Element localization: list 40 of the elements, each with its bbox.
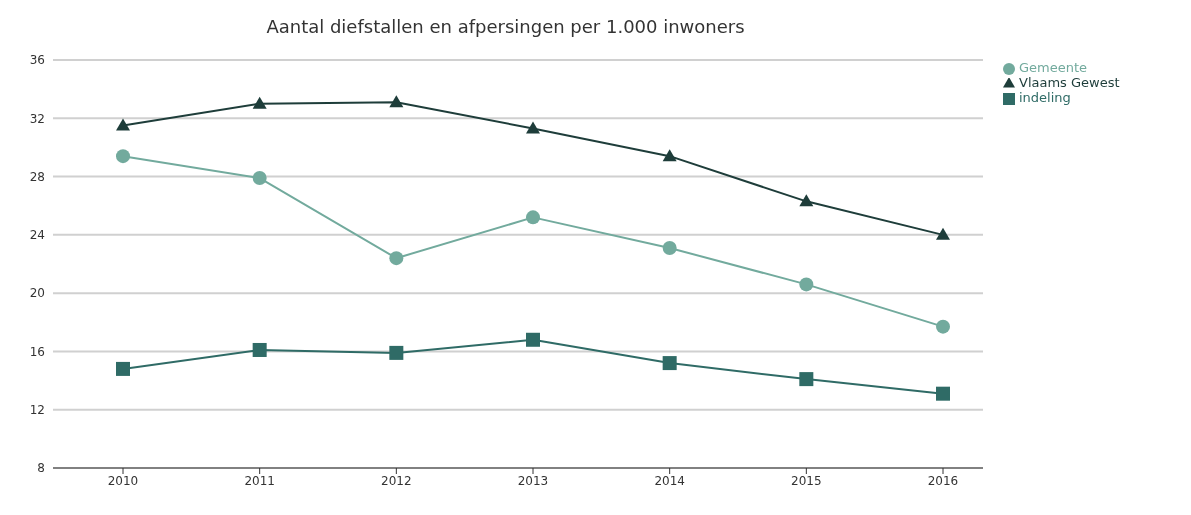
point <box>799 372 814 387</box>
point <box>116 361 130 376</box>
point <box>936 227 950 240</box>
point <box>662 149 677 162</box>
point <box>662 240 677 255</box>
legend-label: indeling <box>1019 90 1071 105</box>
y-tick-label: 32 <box>29 111 45 126</box>
point <box>389 251 404 266</box>
y-tick-label: 36 <box>29 53 45 68</box>
point <box>389 345 404 360</box>
point <box>662 356 677 371</box>
point <box>116 149 130 164</box>
point <box>936 386 950 401</box>
point <box>116 118 130 131</box>
point <box>526 332 540 347</box>
point <box>389 95 404 108</box>
x-tick-label: 2013 <box>517 473 549 488</box>
x-tick-label: 2014 <box>654 473 685 488</box>
point <box>252 342 267 357</box>
y-tick-label: 16 <box>29 344 45 359</box>
x-tick-label: 2012 <box>381 473 412 488</box>
point <box>799 277 814 292</box>
y-tick-label: 12 <box>29 402 45 417</box>
legend-label: Gemeente <box>1019 60 1088 75</box>
point <box>526 210 540 225</box>
legend-label: Vlaams Gewest <box>1019 75 1120 90</box>
chart-title: Aantal diefstallen en afpersingen per 1.000 inwoners <box>265 15 746 39</box>
y-tick-label: 24 <box>29 228 45 243</box>
y-tick-label: 28 <box>29 169 45 184</box>
point <box>252 96 267 109</box>
point <box>936 319 950 334</box>
x-tick-label: 2011 <box>244 473 275 488</box>
y-tick-label: 20 <box>29 286 45 301</box>
x-tick-label: 2015 <box>791 473 822 488</box>
y-tick-label: 8 <box>37 461 45 476</box>
x-tick-label: 2016 <box>927 473 959 488</box>
point <box>526 121 540 134</box>
point <box>799 194 814 207</box>
point <box>252 171 267 186</box>
x-tick-label: 2010 <box>107 473 139 488</box>
